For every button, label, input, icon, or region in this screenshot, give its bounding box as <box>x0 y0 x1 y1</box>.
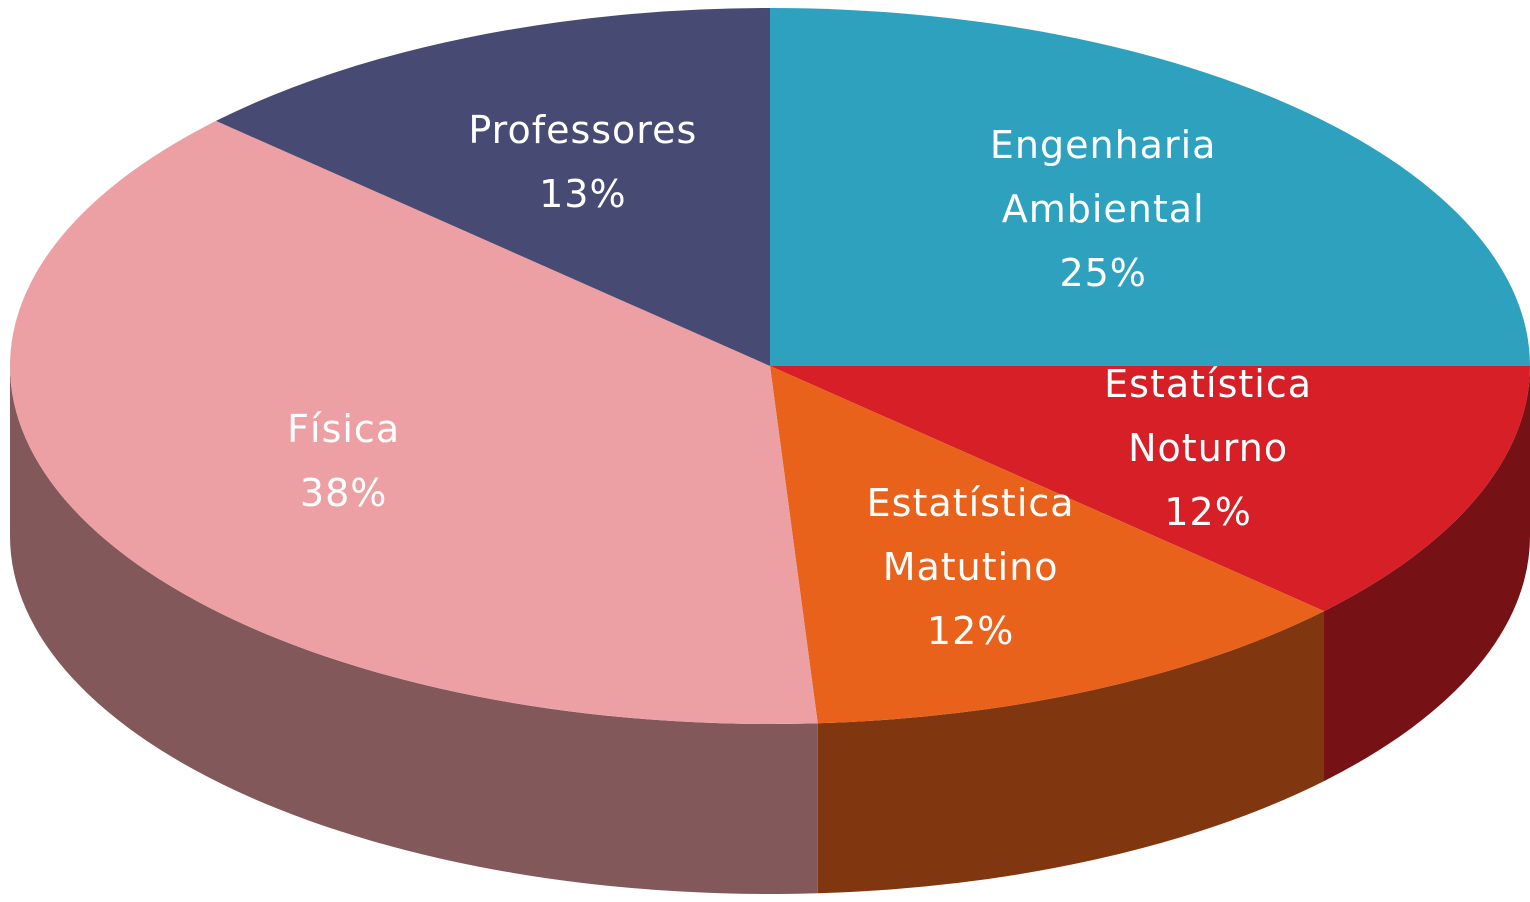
slice-label: Estatística Matutino 12% <box>821 471 1121 663</box>
slice-label: Professores 13% <box>433 98 733 226</box>
pie-slice <box>770 8 1530 366</box>
value-label: 12% <box>926 608 1015 653</box>
pie-slice <box>770 366 1530 612</box>
value-label: 12% <box>1164 489 1252 534</box>
category-label: Professores <box>468 108 698 153</box>
value-label: 25% <box>1059 251 1147 296</box>
value-label: 38% <box>299 470 388 515</box>
category-label: Estatística Noturno <box>1104 361 1313 470</box>
category-label: Engenharia Ambiental <box>989 123 1217 232</box>
slice-label: Estatística Noturno 12% <box>1058 352 1358 544</box>
pie-slice <box>770 366 1325 724</box>
category-label: Estatística Matutino <box>866 480 1075 589</box>
pie-slice <box>10 120 818 725</box>
pie-side <box>10 366 818 894</box>
category-label: Física <box>287 406 401 451</box>
slice-label: Engenharia Ambiental 25% <box>953 113 1253 305</box>
value-label: 13% <box>539 172 627 217</box>
pie-slice <box>215 8 771 366</box>
pie-side <box>817 611 1325 894</box>
pie-side <box>1324 366 1530 782</box>
slice-label: Física 38% <box>194 397 494 525</box>
